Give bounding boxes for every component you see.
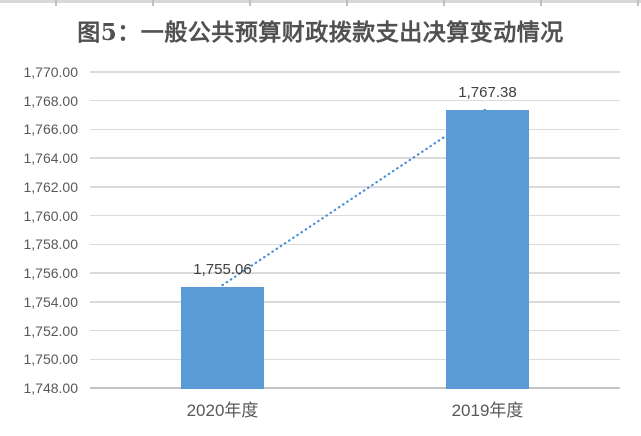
spreadsheet-column-tick bbox=[637, 0, 639, 6]
y-gridline bbox=[90, 157, 620, 159]
spreadsheet-column-tick bbox=[443, 0, 445, 6]
bar-2019年度 bbox=[446, 109, 529, 389]
y-axis-tick-label: 1,760.00 bbox=[23, 207, 79, 224]
x-axis-category-label: 2020年度 bbox=[186, 401, 259, 420]
y-gridline bbox=[90, 243, 620, 246]
spreadsheet-column-tick bbox=[540, 0, 542, 6]
y-axis-tick-label: 1,766.00 bbox=[23, 121, 79, 138]
data-label: 1,767.38 bbox=[458, 83, 517, 101]
y-axis-tick-label: 1,750.00 bbox=[23, 351, 79, 368]
y-axis-tick-label: 1,754.00 bbox=[23, 293, 79, 310]
spreadsheet-row-border bbox=[0, 0, 641, 6]
spreadsheet-column-tick bbox=[55, 0, 57, 6]
y-axis-tick-label: 1,758.00 bbox=[23, 236, 79, 253]
trendline-path bbox=[221, 107, 489, 287]
y-gridline bbox=[90, 186, 620, 188]
spreadsheet-column-tick bbox=[152, 0, 154, 6]
y-gridline bbox=[90, 71, 620, 73]
y-gridline bbox=[90, 358, 620, 361]
y-axis-tick-label: 1,764.00 bbox=[23, 150, 79, 167]
y-axis-tick-label: 1,752.00 bbox=[23, 322, 79, 339]
y-gridline bbox=[90, 329, 620, 332]
x-axis-category-label: 2019年度 bbox=[451, 401, 524, 420]
x-axis-line bbox=[90, 387, 620, 389]
y-gridline bbox=[90, 214, 620, 217]
spreadsheet-column-tick bbox=[346, 0, 348, 6]
y-gridline bbox=[90, 128, 620, 131]
y-axis-tick-label: 1,748.00 bbox=[23, 380, 79, 396]
y-axis-tick-label: 1,756.00 bbox=[23, 265, 79, 282]
data-label: 1,755.06 bbox=[193, 260, 252, 278]
chart-title: 图5：一般公共预算财政拨款支出决算变动情况 bbox=[77, 19, 564, 46]
y-axis-tick-label: 1,762.00 bbox=[23, 178, 79, 195]
y-gridline bbox=[90, 272, 620, 274]
y-gridline bbox=[90, 301, 620, 303]
spreadsheet-column-tick bbox=[249, 0, 251, 6]
y-axis-tick-label: 1,770.00 bbox=[23, 64, 79, 80]
y-axis-tick-label: 1,768.00 bbox=[23, 92, 79, 109]
y-gridline bbox=[90, 99, 620, 102]
bar-2020年度 bbox=[181, 286, 264, 389]
